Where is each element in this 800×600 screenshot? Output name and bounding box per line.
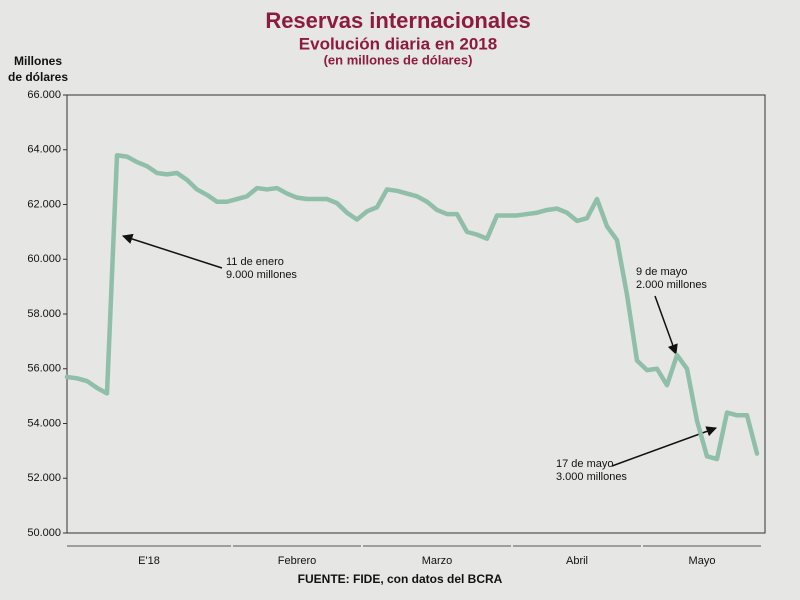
annotation: 9 de mayo — [636, 266, 687, 278]
chart-subtitle: (en millones de dólares) — [324, 52, 473, 67]
chart-subtitle: Evolución diaria en 2018 — [299, 34, 497, 53]
source: FUENTE: FIDE, con datos del BCRA — [298, 572, 503, 586]
annotation: 17 de mayo — [556, 458, 613, 470]
x-tick-label: Marzo — [422, 555, 453, 567]
annotation: 2.000 millones — [636, 279, 707, 291]
chart-title: Reservas internacionales — [265, 8, 530, 33]
y-tick-label: 52.000 — [27, 472, 61, 484]
x-tick-label: Mayo — [689, 555, 716, 567]
y-tick-label: 64.000 — [27, 144, 61, 156]
annotation-arrow — [122, 233, 223, 269]
data-line — [64, 152, 760, 462]
y-axis-label: Millones — [14, 54, 62, 68]
annotation: 9.000 millones — [226, 269, 297, 281]
x-tick-label: E'18 — [138, 555, 160, 567]
annotation: 3.000 millones — [556, 471, 627, 483]
x-tick-label: Febrero — [278, 555, 317, 567]
y-tick-label: 62.000 — [27, 198, 61, 210]
annotation: 11 de enero — [226, 256, 284, 268]
y-tick-label: 54.000 — [27, 417, 61, 429]
y-tick-label: 58.000 — [27, 308, 61, 320]
y-axis-label: de dólares — [8, 70, 68, 84]
annotation-arrow — [654, 295, 678, 355]
y-tick-label: 50.000 — [27, 527, 61, 539]
plot-frame — [66, 94, 766, 534]
x-tick-label: Abril — [566, 555, 588, 567]
y-tick-label: 56.000 — [27, 363, 61, 375]
y-tick-label: 66.000 — [27, 89, 61, 101]
y-tick-label: 60.000 — [27, 253, 61, 265]
